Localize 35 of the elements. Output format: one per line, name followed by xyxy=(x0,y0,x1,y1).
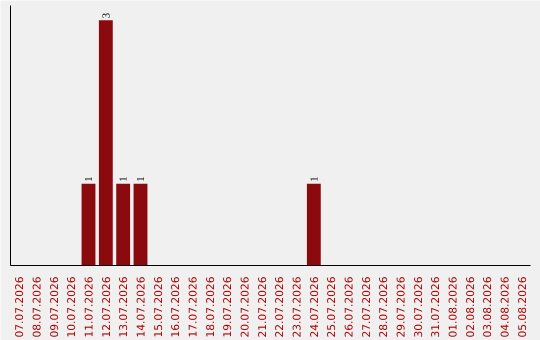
x-tick-label: 24.07.2026 xyxy=(308,276,321,338)
x-tick-label: 04.08.2026 xyxy=(498,276,512,338)
x-tick-label: 16.07.2026 xyxy=(169,276,182,338)
data-label: 1 xyxy=(136,176,147,182)
x-tick-label: 09.07.2026 xyxy=(48,276,61,338)
x-tick-label: 15.07.2026 xyxy=(152,276,165,338)
x-tick-label: 23.07.2026 xyxy=(290,276,304,338)
x-tick-label: 01.08.2026 xyxy=(446,276,460,338)
x-tick-label: 26.07.2026 xyxy=(342,276,356,338)
x-tick-label: 29.07.2026 xyxy=(394,276,408,338)
x-tick-label: 17.07.2026 xyxy=(186,276,200,338)
x-tick-label: 27.07.2026 xyxy=(360,276,373,338)
data-label: 1 xyxy=(84,176,95,182)
x-tick-label: 21.07.2026 xyxy=(256,276,269,338)
x-tick-label: 02.08.2026 xyxy=(464,276,477,338)
x-tick-label: 07.07.2026 xyxy=(13,276,26,338)
x-tick-label: 31.07.2026 xyxy=(429,276,442,338)
x-tick-label: 19.07.2026 xyxy=(221,276,234,338)
x-tick-label: 03.08.2026 xyxy=(481,276,494,338)
x-tick-label: 18.07.2026 xyxy=(204,276,217,338)
x-tick-label: 13.07.2026 xyxy=(117,276,130,338)
data-label: 3 xyxy=(101,12,112,18)
x-tick-label: 22.07.2026 xyxy=(273,276,286,338)
x-tick-label: 20.07.2026 xyxy=(238,276,252,338)
x-tick-label: 14.07.2026 xyxy=(134,276,148,338)
x-tick-label: 10.07.2026 xyxy=(65,276,78,338)
x-tick-label: 05.08.2026 xyxy=(516,276,529,338)
x-tick-label: 28.07.2026 xyxy=(377,276,390,338)
x-tick-label: 30.07.2026 xyxy=(412,276,425,338)
data-label: 1 xyxy=(118,176,130,182)
x-tick-label: 12.07.2026 xyxy=(100,276,113,338)
data-label: 1 xyxy=(309,176,320,182)
x-tick-label: 11.07.2026 xyxy=(82,276,96,338)
x-tick-label: 25.07.2026 xyxy=(325,276,338,338)
x-tick-label: 08.07.2026 xyxy=(30,276,44,338)
